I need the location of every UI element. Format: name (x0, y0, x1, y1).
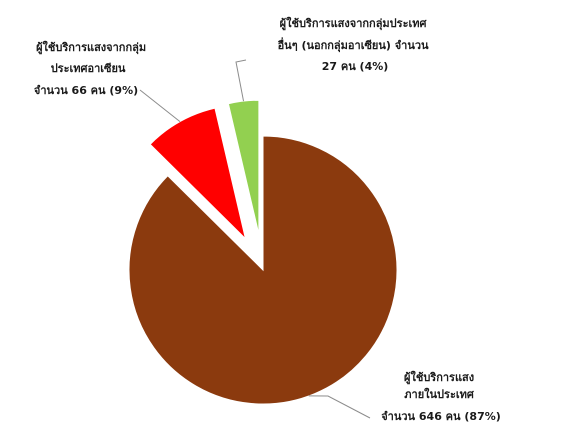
data-label-other: ผู้ใช้บริการแสงจากกลุ่มประเทศ อื่นๆ (นอก… (277, 16, 432, 73)
data-label-other-line-1: ผู้ใช้บริการแสงจากกลุ่มประเทศ (280, 16, 428, 31)
slice-asean (149, 107, 247, 241)
data-label-other-line-3: 27 คน (4%) (322, 60, 389, 73)
leader-line-asean (139, 89, 181, 123)
data-label-domestic-line-3: จำนวน 646 คน (87%) (381, 410, 501, 423)
data-label-domestic: ผู้ใช้บริการแสง ภายในประเทศ จำนวน 646 คน… (381, 370, 501, 423)
data-label-asean-line-3: จำนวน 66 คน (9%) (34, 84, 138, 97)
data-label-asean-line-1: ผู้ใช้บริการแสงจากกลุ่ม (36, 40, 146, 55)
leader-line-other (235, 59, 247, 102)
data-label-domestic-line-1: ผู้ใช้บริการแสง (404, 370, 474, 385)
data-label-asean: ผู้ใช้บริการแสงจากกลุ่ม ประเทศอาเซียน จำ… (34, 40, 150, 97)
data-label-asean-line-2: ประเทศอาเซียน (51, 62, 126, 75)
data-label-other-line-2: อื่นๆ (นอกกลุ่มอาเซียน) จำนวน (277, 37, 429, 53)
leader-line-domestic (308, 395, 371, 419)
data-label-domestic-line-2: ภายในประเทศ (404, 387, 475, 401)
slice-domestic (128, 135, 398, 405)
leader-lines (139, 59, 371, 419)
pie-slices (128, 99, 398, 405)
